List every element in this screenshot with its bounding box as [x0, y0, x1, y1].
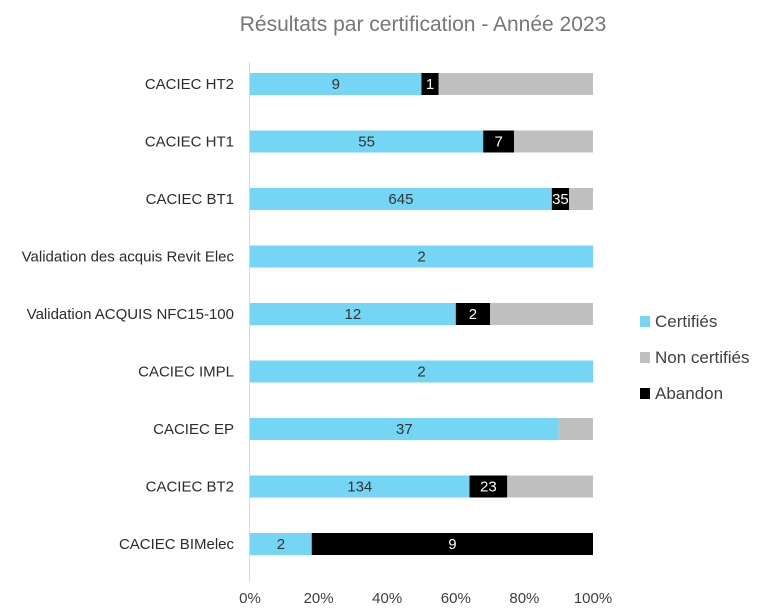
bar-segment [250, 360, 593, 383]
legend: Certifiés Non certifiés Abandon [640, 312, 749, 403]
bar-segment [514, 130, 593, 153]
data-label: 9 [448, 536, 456, 553]
category-label: Validation ACQUIS NFC15-100 [27, 306, 234, 323]
chart-title: Résultats par certification - Année 2023 [240, 13, 607, 36]
bar-segment [250, 533, 312, 555]
data-label: 645 [388, 191, 413, 208]
data-label: 12 [345, 306, 362, 323]
legend-label: Abandon [655, 384, 723, 403]
x-tick-label: 40% [372, 590, 402, 607]
bar-segment [250, 245, 593, 268]
bar-segment [568, 188, 593, 210]
bar-segment [558, 418, 593, 440]
data-label: 2 [417, 249, 425, 266]
x-tick-label: 100% [574, 590, 612, 607]
data-label: 2 [469, 306, 477, 323]
data-label: 2 [277, 536, 285, 553]
data-label: 55 [358, 134, 375, 151]
data-label: 7 [495, 134, 503, 151]
bar-segment [483, 130, 515, 153]
legend-swatch [640, 352, 650, 363]
x-tick-label: 60% [441, 590, 471, 607]
category-label: CACIEC BT1 [146, 191, 234, 208]
x-tick-label: 80% [509, 590, 539, 607]
x-tick-label: 0% [239, 590, 261, 607]
data-label: 23 [480, 479, 497, 496]
bar-segment [250, 130, 484, 153]
legend-swatch [640, 388, 650, 399]
bar-segment [469, 475, 508, 498]
data-label: 37 [396, 421, 413, 438]
bar-segment [250, 73, 422, 95]
category-label: Validation des acquis Revit Elec [22, 249, 235, 266]
legend-label: Non certifiés [655, 348, 749, 367]
bar-segment [551, 188, 569, 210]
category-label: CACIEC HT1 [145, 134, 234, 151]
category-label: CACIEC BT2 [146, 479, 234, 496]
data-label: 134 [347, 479, 372, 496]
x-tick-label: 20% [304, 590, 334, 607]
bar-segment [421, 73, 439, 95]
bar-segment [250, 303, 456, 325]
data-label: 9 [332, 76, 340, 93]
bar-segment [250, 475, 470, 498]
category-label: CACIEC HT2 [145, 76, 234, 93]
category-label: CACIEC BIMelec [119, 536, 235, 553]
legend-swatch [640, 316, 650, 327]
bar-segment [455, 303, 491, 325]
data-label: 35 [552, 191, 569, 208]
legend-label: Certifiés [655, 312, 717, 331]
category-label: CACIEC EP [153, 421, 234, 438]
bar-segment [438, 73, 593, 95]
data-label: 1 [426, 76, 434, 93]
data-label: 2 [417, 364, 425, 381]
bar-segment [250, 188, 552, 210]
bar-segment [507, 475, 593, 498]
category-label: CACIEC IMPL [138, 364, 234, 381]
bar-segment [250, 418, 559, 440]
bar-segment [311, 533, 593, 555]
x-axis: 0% 20% 40% 60% 80% 100% [239, 62, 612, 607]
plot-area: CACIEC HT2 9 1 CACIEC HT1 55 7 CACIEC BT1 645 35… [22, 73, 593, 555]
bar-segment [490, 303, 593, 325]
